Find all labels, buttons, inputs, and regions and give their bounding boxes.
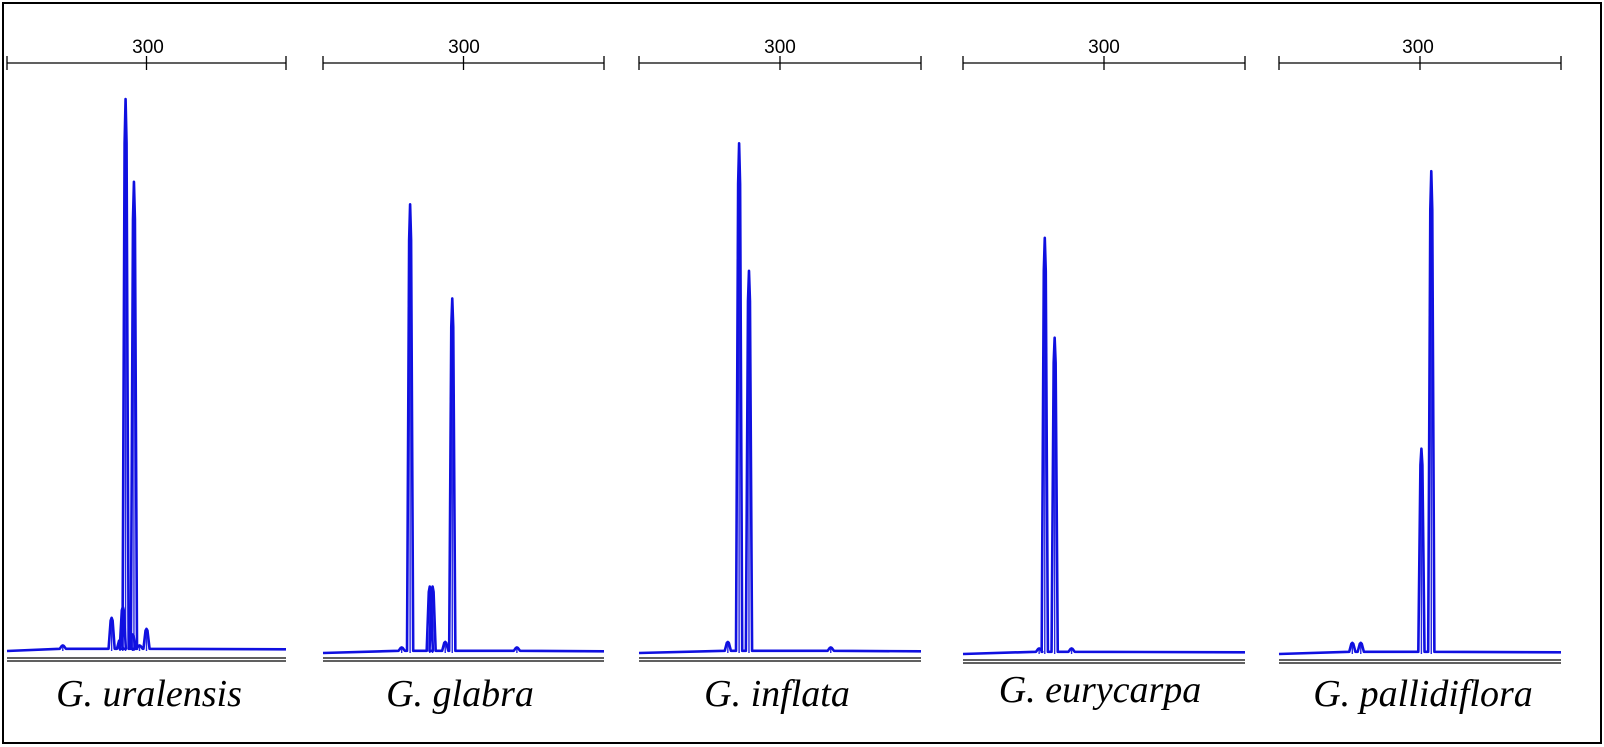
panel-eurycarpa: 300 G. eurycarpa: [962, 37, 1246, 711]
signal-trace: [322, 202, 605, 655]
species-label: G. inflata: [704, 673, 850, 715]
species-label: G. eurycarpa: [999, 669, 1202, 711]
species-label: G. uralensis: [56, 673, 242, 715]
panel-glabra-body: [322, 56, 605, 662]
panel-uralensis-body: [6, 56, 287, 662]
tick-label-300: 300: [132, 37, 164, 58]
panel-inflata: 300 G. inflata: [638, 37, 922, 715]
tick-label-300: 300: [1402, 37, 1434, 58]
signal-trace: [1278, 169, 1562, 656]
tick-label-300: 300: [448, 37, 480, 58]
panel-inflata-body: [638, 56, 922, 662]
panel-pallidiflora-body: [1278, 56, 1562, 664]
panel-pallidiflora: 300 G. pallidiflora: [1278, 37, 1562, 715]
panel-glabra: 300 G. glabra: [322, 37, 605, 715]
tick-label-300: 300: [1088, 37, 1120, 58]
signal-trace: [6, 97, 287, 653]
signal-trace: [638, 142, 922, 655]
signal-trace: [962, 236, 1246, 656]
panel-uralensis: 300 G. uralensis: [6, 37, 287, 715]
species-label: G. pallidiflora: [1313, 673, 1533, 715]
panel-eurycarpa-body: [962, 56, 1246, 664]
tick-label-300: 300: [764, 37, 796, 58]
species-label: G. glabra: [386, 673, 534, 715]
